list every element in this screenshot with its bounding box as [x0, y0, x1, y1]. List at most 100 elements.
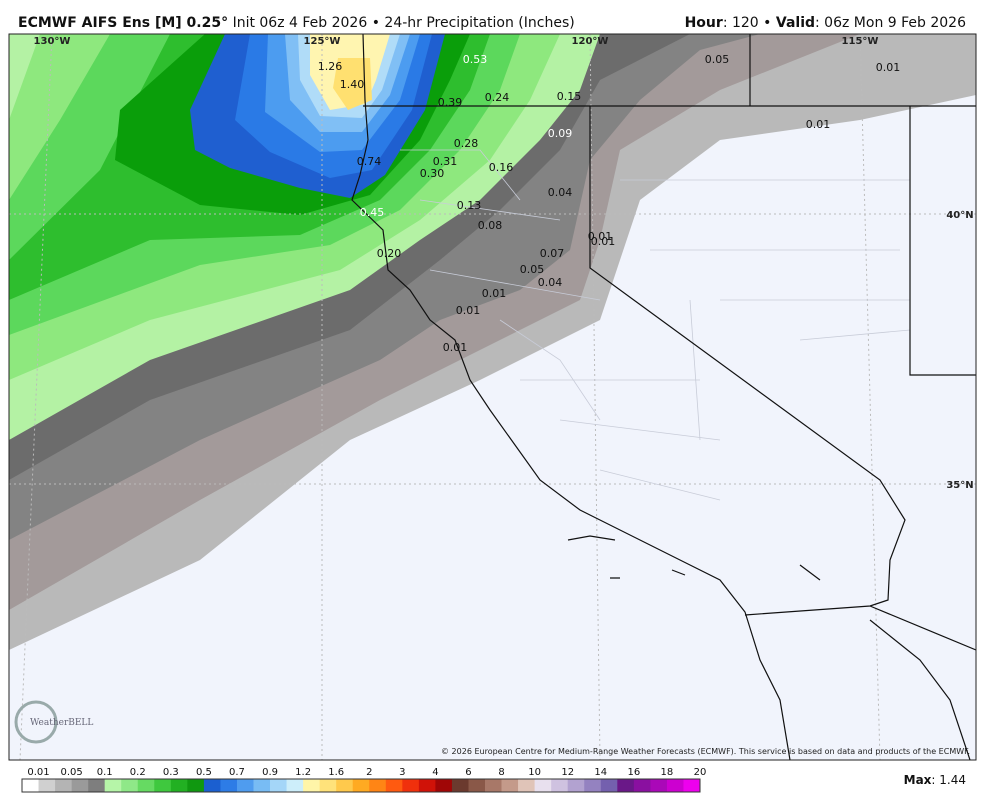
- header-left: ECMWF AIFS Ens [M] 0.25° Init 06z 4 Feb …: [18, 15, 575, 31]
- value-label: 0.04: [538, 276, 563, 289]
- swatch: [501, 779, 519, 792]
- colorbar-label: 1.6: [328, 767, 344, 778]
- graticule-labels: 130°W 125°W 120°W 115°W 40°N 35°N: [34, 36, 974, 491]
- value-label: 0.07: [540, 247, 565, 260]
- swatch: [187, 779, 205, 792]
- colorbar-label: 8: [498, 767, 504, 778]
- swatch: [534, 779, 552, 792]
- swatch: [236, 779, 254, 792]
- value-label: 0.05: [705, 53, 730, 66]
- value-label: 0.24: [485, 91, 510, 104]
- value-label: 0.01: [456, 304, 481, 317]
- swatch: [270, 779, 287, 792]
- max-value: : 1.44: [931, 773, 966, 787]
- max: Max: 1.44: [904, 773, 966, 787]
- map-frame: [8, 33, 977, 761]
- valid: : 06z Mon 9 Feb 2026: [815, 15, 966, 31]
- value-label: 0.05: [520, 263, 545, 276]
- swatch: [418, 779, 436, 792]
- value-label: 0.01: [591, 235, 616, 248]
- value-label: 1.26: [318, 60, 343, 73]
- colorbar-label: 0.01: [27, 767, 49, 778]
- colorbar: 0.01 0.05 0.1 0.2 0.3 0.5 0.7 0.9 1.2 1.6 2 3 4 6 8 10 1…: [21, 767, 706, 793]
- swatch: [584, 779, 602, 792]
- swatch: [22, 779, 39, 792]
- value-label: 0.04: [548, 186, 573, 199]
- value-label: 0.01: [482, 287, 507, 300]
- swatch: [683, 779, 701, 792]
- swatch: [451, 779, 469, 792]
- swatch: [55, 779, 72, 792]
- swatch: [71, 779, 89, 792]
- swatch: [137, 779, 155, 792]
- model: ECMWF AIFS Ens [M] 0.25°: [18, 15, 228, 31]
- swatch: [253, 779, 271, 792]
- swatch: [170, 779, 188, 792]
- swatch: [435, 779, 453, 792]
- colorbar-label: 14: [594, 767, 607, 778]
- value-label: 0.01: [806, 118, 831, 131]
- colorbar-label: 0.1: [97, 767, 113, 778]
- swatch: [600, 779, 618, 792]
- swatch: [518, 779, 535, 792]
- header-right: Hour: 120 • Valid: 06z Mon 9 Feb 2026: [685, 15, 966, 31]
- lat-label: 35°N: [946, 480, 973, 491]
- logo: WeatherBELL: [14, 700, 93, 744]
- swatch: [154, 779, 172, 792]
- swatch: [286, 779, 304, 792]
- colorbar-frame: [21, 778, 701, 793]
- logo-swirl: [14, 700, 58, 744]
- colorbar-label: 0.5: [196, 767, 212, 778]
- swatch: [369, 779, 387, 792]
- colorbar-label: 2: [366, 767, 372, 778]
- swatch: [121, 779, 139, 792]
- value-label: 0.09: [548, 127, 573, 140]
- value-label: 0.39: [438, 96, 463, 109]
- value-label: 0.16: [489, 161, 514, 174]
- colorbar-label: 18: [661, 767, 674, 778]
- lon-label: 115°W: [842, 36, 879, 47]
- value-label: 0.31: [433, 155, 458, 168]
- swatch: [402, 779, 420, 792]
- value-label: 0.45: [360, 206, 385, 219]
- value-label: 0.01: [876, 61, 901, 74]
- colorbar-label: 10: [528, 767, 541, 778]
- colorbar-label: 4: [432, 767, 438, 778]
- sep: •: [372, 15, 380, 31]
- swatch: [468, 779, 486, 792]
- borders: [351, 34, 976, 760]
- band: [333, 58, 372, 110]
- lon-label: 130°W: [34, 36, 71, 47]
- value-label: 1.40: [340, 78, 365, 91]
- hour-label: Hour: [685, 15, 723, 31]
- lat-label: 40°N: [946, 210, 973, 221]
- value-label: 0.01: [443, 341, 468, 354]
- swatch: [385, 779, 403, 792]
- swatch: [617, 779, 635, 792]
- max-label: Max: [904, 773, 932, 787]
- colorbar-label: 3: [399, 767, 405, 778]
- colorbar-label: 16: [627, 767, 640, 778]
- value-label: 0.74: [357, 155, 382, 168]
- lon-label: 120°W: [572, 36, 609, 47]
- swatch: [352, 779, 370, 792]
- colorbar-label: 0.9: [262, 767, 278, 778]
- colorbar-label: 12: [561, 767, 574, 778]
- swatch: [336, 779, 354, 792]
- swatch: [38, 779, 56, 792]
- swatch: [303, 779, 320, 792]
- swatch: [567, 779, 585, 792]
- colorbar-label: 0.3: [163, 767, 179, 778]
- map: [9, 34, 976, 760]
- colorbar-label: 0.2: [130, 767, 146, 778]
- swatch: [104, 779, 122, 792]
- value-label: 0.13: [457, 199, 482, 212]
- colorbar-label: 0.05: [60, 767, 82, 778]
- colorbar-label: 6: [465, 767, 471, 778]
- value-label: 0.20: [377, 247, 402, 260]
- swatch: [220, 779, 238, 792]
- colorbar-label: 0.7: [229, 767, 245, 778]
- swatch: [203, 779, 221, 792]
- init: Init 06z 4 Feb 2026: [233, 15, 368, 31]
- swatch: [666, 779, 684, 792]
